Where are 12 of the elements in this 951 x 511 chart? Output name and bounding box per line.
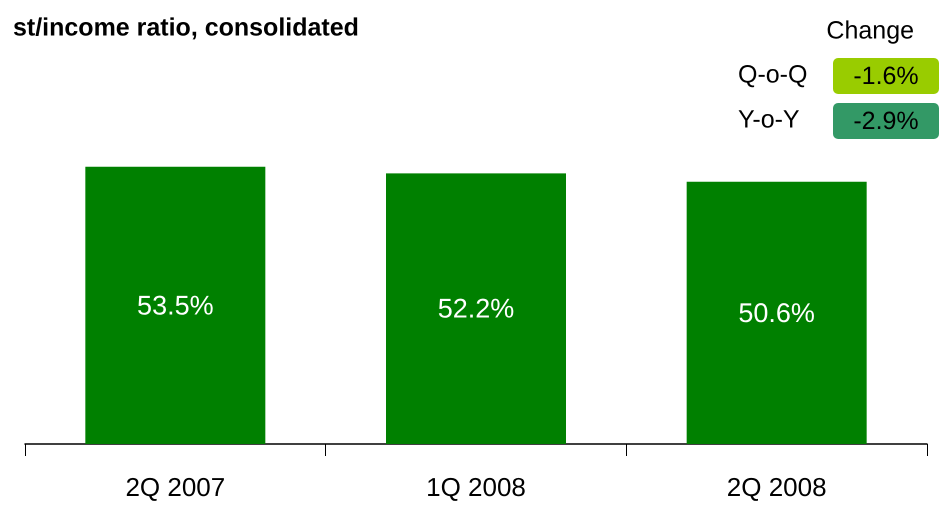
text: -1.6% — [853, 62, 919, 90]
text: -2.9% — [853, 107, 919, 135]
chart-title: st/income ratio, consolidated — [13, 14, 359, 42]
x-tick-label: 2Q 2008 — [726, 472, 827, 502]
data-label: 52.2% — [438, 294, 514, 324]
data-label: 53.5% — [137, 290, 214, 320]
data-label: 50.6% — [738, 298, 815, 328]
text: Q-o-Q — [738, 60, 808, 88]
x-tick-label: 1Q 2008 — [426, 472, 526, 502]
text: Y-o-Y — [738, 106, 800, 134]
x-tick-label: 2Q 2007 — [125, 472, 226, 502]
text: Change — [826, 16, 914, 44]
